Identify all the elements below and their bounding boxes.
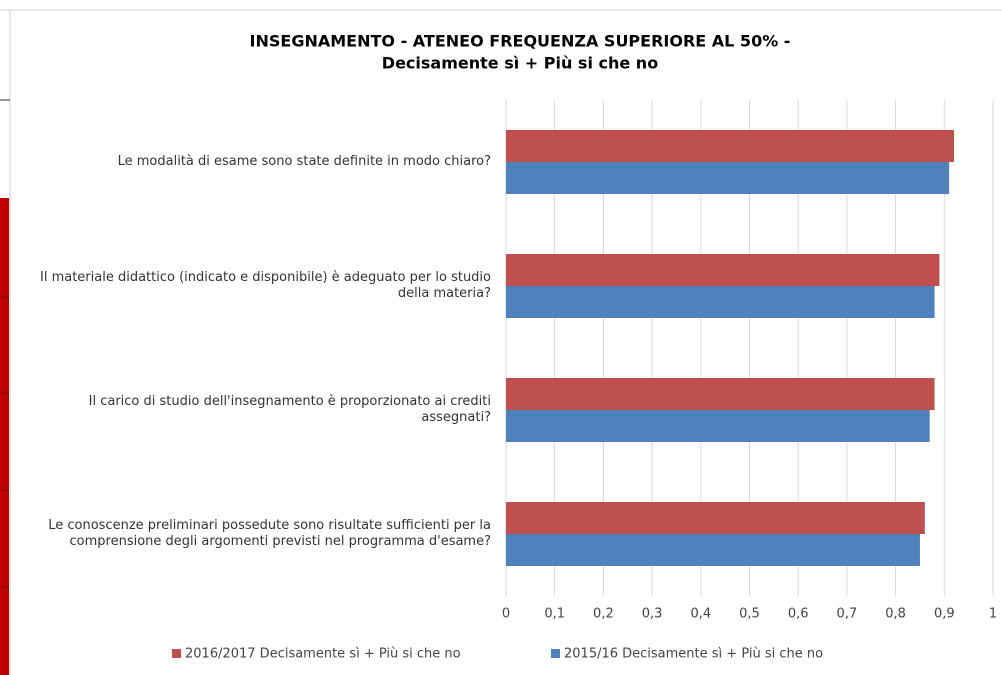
- x-tick-label: 0,3: [642, 607, 663, 622]
- side-strip-lines: [0, 296, 9, 588]
- bar: [506, 410, 930, 442]
- x-tick-label: 0,4: [690, 607, 711, 622]
- y-tick-label: Il materiale didattico (indicato e dispo…: [39, 270, 491, 301]
- side-strip: [0, 198, 9, 675]
- legend-label: 2016/2017 Decisamente sì + Più si che no: [185, 647, 461, 662]
- x-tick-label: 1: [989, 607, 997, 622]
- legend-label: 2015/16 Decisamente sì + Più si che no: [564, 647, 823, 662]
- y-tick-label: Il carico di studio dell'insegnamento è …: [88, 394, 491, 425]
- x-tick-label: 0,8: [885, 607, 906, 622]
- bar: [506, 286, 935, 318]
- chart-title: Decisamente sì + Più si che no: [382, 54, 658, 73]
- x-tick-label: 0,2: [593, 607, 614, 622]
- y-tick-label: Le conoscenze preliminari possedute sono…: [48, 518, 491, 549]
- legend-swatch: [172, 649, 181, 658]
- x-tick-label: 0,6: [788, 607, 809, 622]
- x-tick-label: 0,9: [934, 607, 955, 622]
- legend-swatch: [551, 649, 560, 658]
- x-tick-label: 0: [502, 607, 510, 622]
- bar: [506, 534, 920, 566]
- x-tick-label: 0,7: [837, 607, 858, 622]
- bar: [506, 378, 935, 410]
- y-tick-label: Le modalità di esame sono state definite…: [117, 154, 491, 169]
- bar: [506, 130, 955, 162]
- x-tick-label: 0,1: [544, 607, 565, 622]
- bar: [506, 254, 940, 286]
- bar: [506, 162, 950, 194]
- x-tick-label: 0,5: [739, 607, 760, 622]
- bar: [506, 502, 925, 534]
- chart-title: INSEGNAMENTO - ATENEO FREQUENZA SUPERIOR…: [250, 32, 791, 51]
